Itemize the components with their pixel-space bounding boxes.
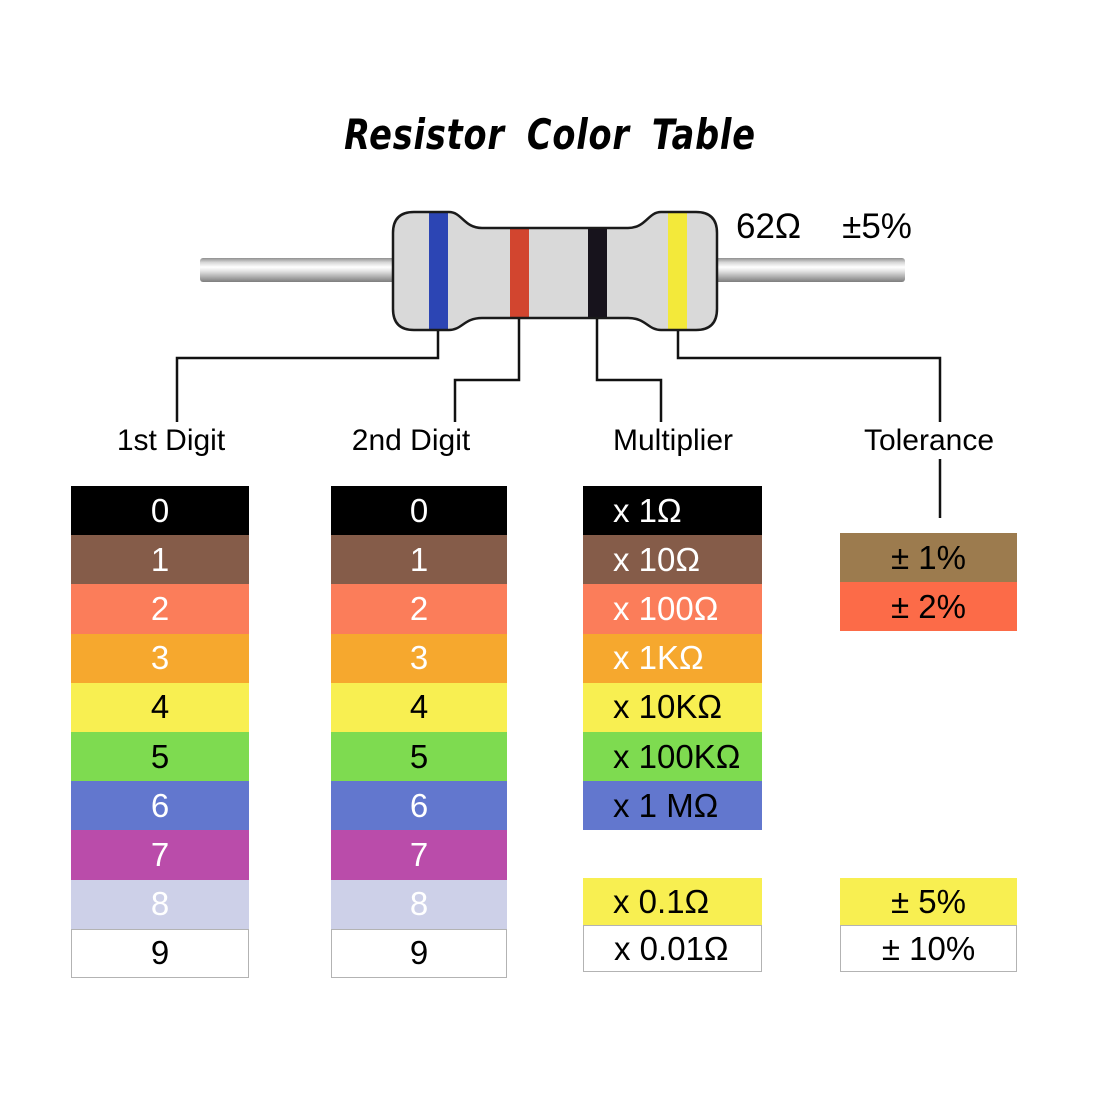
color-row: x 1Ω bbox=[583, 486, 762, 536]
color-row: 5 bbox=[71, 731, 249, 782]
color-row: 2 bbox=[331, 584, 507, 634]
header-2nd-digit: 2nd Digit bbox=[351, 424, 471, 457]
color-row-label: 6 bbox=[409, 786, 429, 824]
connector-red-to-2nd-digit bbox=[453, 319, 521, 422]
color-row-label: x 0.01Ω bbox=[614, 929, 729, 967]
color-row: 6 bbox=[331, 781, 507, 831]
table-multiplier: x 1Ω x 10Ω x 100Ω x 1KΩ x 10KΩ x 100KΩ x 1 MΩ bbox=[583, 486, 762, 831]
color-row-label: x 100KΩ bbox=[613, 737, 741, 775]
color-row-label: 5 bbox=[409, 737, 429, 775]
color-row: x 100Ω bbox=[583, 584, 762, 634]
color-row: 6 bbox=[71, 781, 249, 831]
color-row-label: x 1 MΩ bbox=[613, 786, 719, 824]
table-tolerance: ± 1% ± 2% bbox=[840, 533, 1017, 632]
color-row-label: 3 bbox=[409, 639, 429, 677]
color-row-label: ± 5% bbox=[891, 882, 966, 920]
color-row-label: x 1Ω bbox=[613, 491, 682, 529]
color-row-label: 6 bbox=[150, 786, 170, 824]
resistor-body bbox=[393, 212, 717, 330]
color-row-label: 8 bbox=[150, 885, 170, 923]
color-row: x 10KΩ bbox=[583, 682, 762, 732]
color-row: x 1KΩ bbox=[583, 633, 762, 683]
color-row: 3 bbox=[331, 633, 507, 683]
lead-left-wire bbox=[200, 258, 396, 282]
color-row: 8 bbox=[331, 879, 507, 929]
color-row-label: 2 bbox=[409, 589, 429, 627]
color-row-label: 1 bbox=[150, 540, 170, 578]
color-row-label: 0 bbox=[150, 491, 170, 529]
table-1st-digit: 0 1 2 3 4 5 6 7 8 9 bbox=[71, 486, 249, 978]
header-tolerance: Tolerance bbox=[863, 424, 995, 457]
color-row-label: 7 bbox=[409, 835, 429, 873]
table-2nd-digit: 0 1 2 3 4 5 6 7 8 9 bbox=[331, 486, 507, 978]
table-multiplier-extra: x 0.1Ω x 0.01Ω bbox=[583, 878, 762, 972]
color-row-label: 7 bbox=[150, 835, 170, 873]
color-row-label: 4 bbox=[409, 688, 429, 726]
color-row-label: 2 bbox=[150, 589, 170, 627]
color-row: 0 bbox=[331, 486, 507, 536]
table-tolerance-extra: ± 5% ± 10% bbox=[840, 878, 1017, 972]
color-row-label: x 1KΩ bbox=[613, 639, 704, 677]
color-row: 4 bbox=[331, 682, 507, 732]
color-row-label: 0 bbox=[409, 491, 429, 529]
color-row: 9 bbox=[331, 928, 507, 978]
color-row-label: x 0.1Ω bbox=[613, 882, 710, 920]
color-row-label: 9 bbox=[150, 934, 170, 972]
color-row-label: ± 1% bbox=[891, 538, 966, 576]
color-row-label: 1 bbox=[409, 540, 429, 578]
color-row-label: 4 bbox=[150, 688, 170, 726]
color-row: 7 bbox=[331, 830, 507, 880]
band-blue bbox=[429, 213, 448, 329]
color-row-label: 8 bbox=[409, 885, 429, 923]
color-row-label: ± 2% bbox=[891, 587, 966, 625]
color-row: 5 bbox=[331, 731, 507, 782]
connector-blue-to-1st-digit bbox=[175, 331, 440, 422]
connector-black-to-multiplier bbox=[595, 319, 663, 422]
color-row: 3 bbox=[71, 633, 249, 683]
color-row-label: x 100Ω bbox=[613, 589, 719, 627]
color-row-label: x 10Ω bbox=[613, 540, 701, 578]
color-row: 2 bbox=[71, 584, 249, 634]
header-1st-digit: 1st Digit bbox=[116, 424, 226, 457]
color-row: ± 5% bbox=[840, 878, 1017, 925]
color-row: x 100KΩ bbox=[583, 731, 762, 782]
color-row-label: ± 10% bbox=[881, 929, 976, 967]
color-row-label: x 10KΩ bbox=[613, 688, 723, 726]
connector-yellow-to-tolerance bbox=[676, 331, 942, 422]
color-row: 1 bbox=[331, 535, 507, 585]
band-red bbox=[510, 229, 529, 318]
color-row: 9 bbox=[71, 928, 249, 978]
color-row: x 1 MΩ bbox=[583, 781, 762, 831]
band-yellow bbox=[668, 213, 687, 329]
color-row: 1 bbox=[71, 535, 249, 585]
color-row: 4 bbox=[71, 682, 249, 732]
color-row: ± 10% bbox=[840, 925, 1017, 972]
color-row-label: 9 bbox=[409, 934, 429, 972]
lead-right-wire bbox=[706, 258, 905, 282]
header-multiplier: Multiplier bbox=[612, 424, 734, 457]
band-black bbox=[588, 229, 607, 318]
color-row: ± 2% bbox=[840, 582, 1017, 632]
color-row-label: 5 bbox=[150, 737, 170, 775]
tolerance-value-label: ±5% bbox=[842, 207, 912, 246]
page-title: Resistor Color Table bbox=[344, 110, 756, 159]
color-row: 0 bbox=[71, 486, 249, 536]
color-row: x 10Ω bbox=[583, 535, 762, 585]
color-row: ± 1% bbox=[840, 533, 1017, 583]
color-row-label: 3 bbox=[150, 639, 170, 677]
color-row: 8 bbox=[71, 879, 249, 929]
resistance-value-label: 62Ω bbox=[736, 207, 802, 246]
resistor-reading: 62Ω ±5% bbox=[736, 207, 912, 247]
color-row: 7 bbox=[71, 830, 249, 880]
resistor-body-outline bbox=[391, 210, 719, 332]
color-row: x 0.01Ω bbox=[583, 925, 762, 972]
color-row: x 0.1Ω bbox=[583, 878, 762, 925]
